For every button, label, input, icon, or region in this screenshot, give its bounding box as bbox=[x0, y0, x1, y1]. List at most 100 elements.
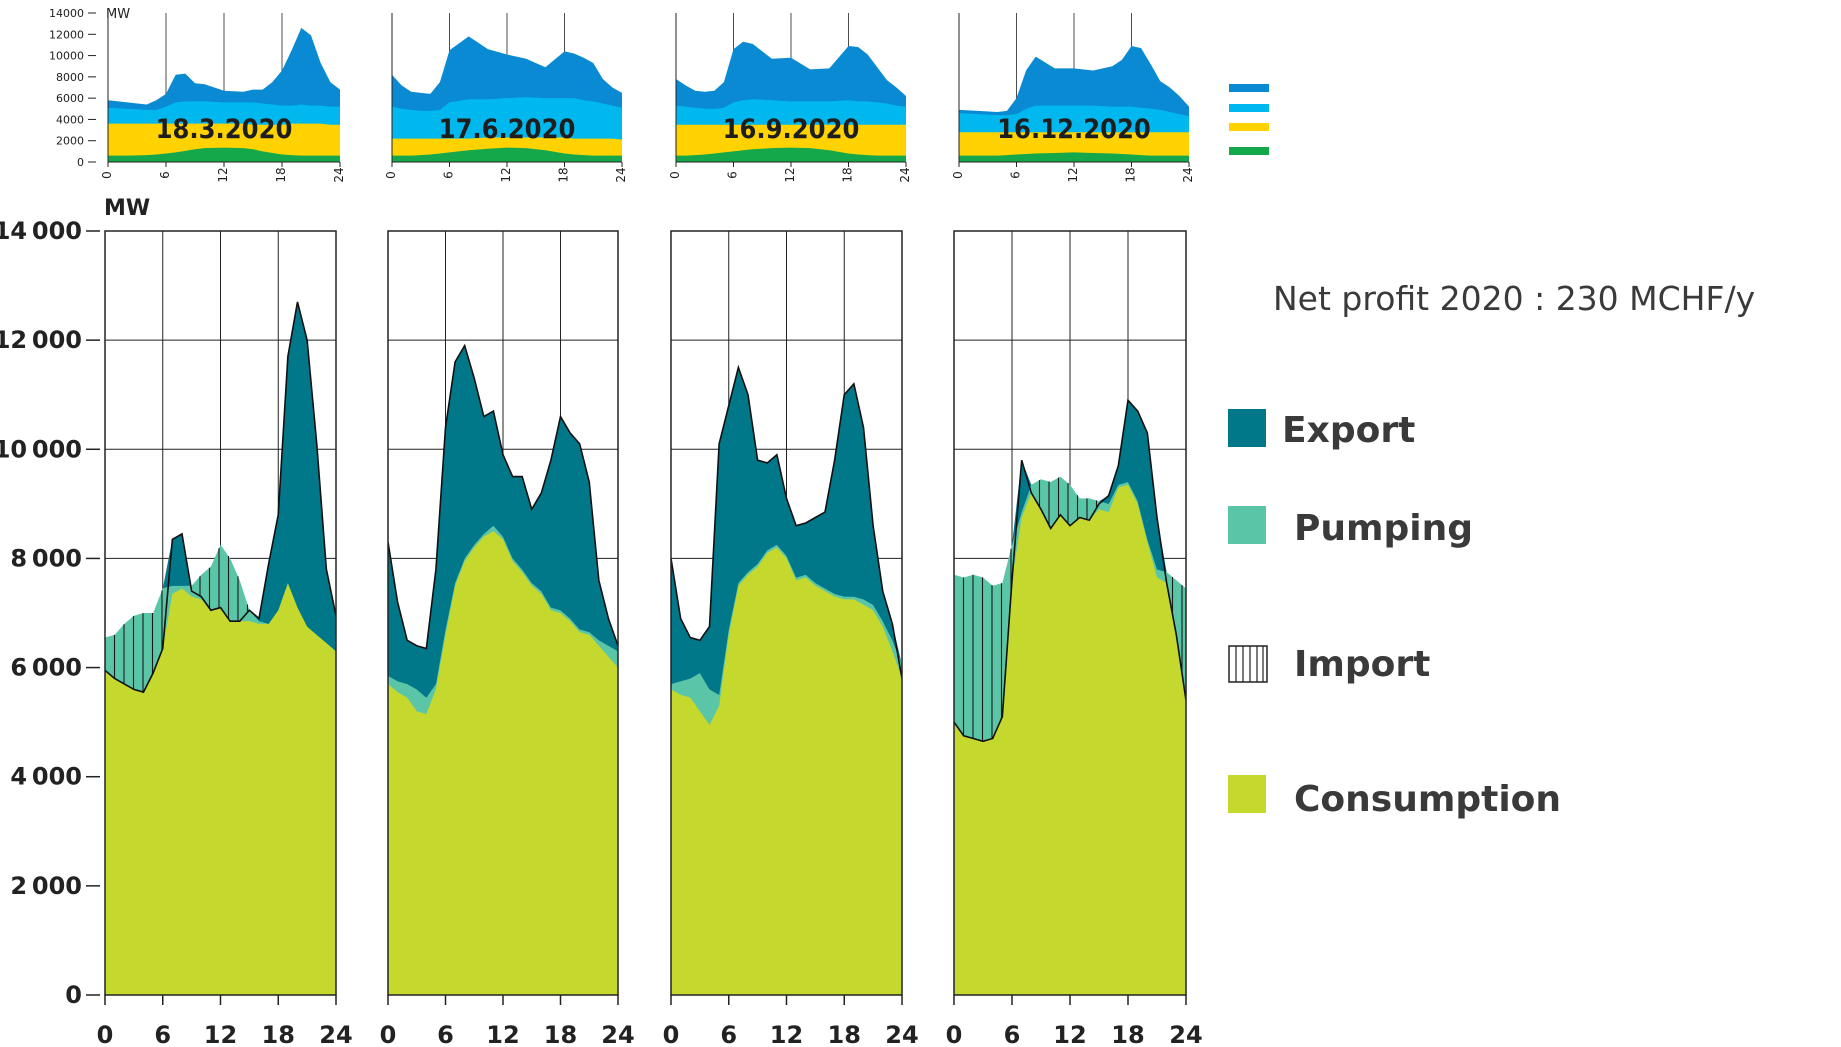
top-panels: MW 0 2000 4000 6 0 0 0 8000 10000 12000 14000 0 6 12 18… bbox=[49, 7, 1195, 183]
x-tick-label: 12 bbox=[486, 1021, 519, 1047]
legend-label-consumption: Consumption bbox=[1294, 779, 1561, 820]
top-y-tick-label: 8000 bbox=[56, 71, 84, 84]
x-tick-label: 0 bbox=[946, 1021, 963, 1047]
panel-plot-area bbox=[388, 343, 618, 995]
top-panel-3: 0 6 12 18 24 16.9.2020 bbox=[668, 13, 912, 183]
top-x-tick-label: 6 bbox=[158, 171, 172, 179]
top-panel-2: 0 6 12 18 24 17.6.2020 bbox=[384, 13, 628, 183]
panel-plot-area bbox=[105, 301, 336, 995]
top-x-tick-label: 6 bbox=[1009, 171, 1023, 179]
top-x-tick-label: 24 bbox=[614, 167, 628, 182]
y-tick-label: 4 000 bbox=[10, 763, 82, 791]
top-y-axis-unit: MW bbox=[106, 7, 130, 22]
x-tick-label: 18 bbox=[1111, 1021, 1144, 1047]
x-tick-label: 6 bbox=[1004, 1021, 1021, 1047]
top-panel-1: 0 6 12 18 24 18.3.2020 bbox=[100, 13, 346, 183]
top-x-tick-label: 6 bbox=[726, 171, 740, 179]
export-area-upper bbox=[671, 367, 902, 695]
top-y-tick-label: 0 bbox=[77, 156, 84, 169]
top-legend bbox=[1229, 84, 1269, 155]
y-tick-label: 6 000 bbox=[10, 654, 82, 682]
top-y-tick-label: 14000 bbox=[49, 7, 84, 20]
export-area-upper bbox=[954, 400, 1186, 589]
legend-label-import: Import bbox=[1294, 644, 1430, 685]
main-y-axis: MW 0 2 000 4 000 6 000 8 000 10 000 12 000 14 00… bbox=[0, 196, 150, 1009]
legend-label-export: Export bbox=[1282, 410, 1415, 451]
net-profit-label: Net profit 2020 : 230 MCHF/y bbox=[1273, 279, 1755, 318]
top-x-tick-label: 24 bbox=[1181, 167, 1195, 182]
top-x-tick-label: 12 bbox=[783, 167, 797, 182]
top-area-green bbox=[959, 152, 1189, 162]
top-y-tick-label: 2000 bbox=[56, 135, 84, 148]
top-panel-4: 0 6 12 18 24 16.12.2020 bbox=[951, 13, 1195, 183]
top-x-tick-label: 12 bbox=[216, 167, 230, 182]
x-tick-label: 0 bbox=[663, 1021, 680, 1047]
consumption-area bbox=[105, 582, 336, 995]
y-tick-label: 2 000 bbox=[10, 872, 82, 900]
production-line bbox=[388, 343, 618, 650]
x-tick-label: 6 bbox=[720, 1021, 737, 1047]
panel-plot-area bbox=[671, 364, 902, 995]
top-x-tick-label: 0 bbox=[384, 171, 398, 179]
top-y-tick-label: 4000 bbox=[56, 113, 84, 126]
y-tick-label: 10 000 bbox=[0, 435, 82, 463]
y-axis-unit: MW bbox=[104, 196, 150, 221]
legend-swatch-import bbox=[1228, 645, 1268, 683]
top-x-tick-label: 18 bbox=[1124, 167, 1138, 182]
x-tick-label: 12 bbox=[1053, 1021, 1086, 1047]
x-tick-label: 12 bbox=[204, 1021, 237, 1047]
consumption-area bbox=[671, 547, 902, 995]
top-x-tick-label: 6 bbox=[442, 171, 456, 179]
top-legend-swatch-dark-blue bbox=[1229, 84, 1269, 92]
top-panel-date-label: 16.12.2020 bbox=[997, 114, 1151, 145]
top-x-tick-label: 0 bbox=[100, 171, 114, 179]
x-tick-label: 12 bbox=[770, 1021, 803, 1047]
top-legend-swatch-green bbox=[1229, 147, 1269, 155]
production-line bbox=[105, 301, 336, 694]
x-tick-label: 24 bbox=[1169, 1021, 1202, 1047]
top-panel-date-label: 18.3.2020 bbox=[156, 114, 293, 145]
top-x-tick-label: 24 bbox=[332, 167, 346, 182]
top-area-yellow bbox=[108, 123, 340, 162]
x-tick-label: 24 bbox=[885, 1021, 918, 1047]
legend-swatch-export bbox=[1228, 409, 1266, 447]
x-tick-label: 24 bbox=[319, 1021, 352, 1047]
legend: Export Pumping Import Consumption bbox=[1228, 409, 1561, 820]
y-tick-label: 0 bbox=[65, 981, 82, 1009]
top-area-green bbox=[676, 147, 906, 162]
top-x-tick-label: 0 bbox=[668, 171, 682, 179]
main-panel-2: 0 6 12 18 24 bbox=[380, 230, 635, 1047]
top-x-tick-label: 12 bbox=[499, 167, 513, 182]
export-area-upper bbox=[105, 301, 336, 652]
top-y-tick-label: 10000 bbox=[49, 50, 84, 63]
legend-swatch-consumption bbox=[1228, 775, 1266, 813]
top-panel-date-label: 17.6.2020 bbox=[439, 114, 576, 145]
top-x-tick-label: 18 bbox=[557, 167, 571, 182]
top-x-tick-label: 18 bbox=[274, 167, 288, 182]
x-tick-label: 6 bbox=[154, 1021, 171, 1047]
y-tick-label: 14 000 bbox=[0, 217, 82, 245]
x-tick-label: 18 bbox=[828, 1021, 861, 1047]
top-y-tick-label: 12000 bbox=[49, 28, 84, 41]
top-x-tick-label: 0 bbox=[951, 171, 965, 179]
x-tick-label: 18 bbox=[262, 1021, 295, 1047]
top-x-tick-label: 24 bbox=[898, 167, 912, 182]
top-x-tick-label: 18 bbox=[841, 167, 855, 182]
legend-label-pumping: Pumping bbox=[1294, 508, 1473, 549]
consumption-area bbox=[954, 484, 1186, 995]
top-panel-date-label: 16.9.2020 bbox=[723, 114, 860, 145]
main-panel-3: 0 6 12 18 24 bbox=[663, 230, 919, 1047]
legend-swatch-pumping bbox=[1228, 506, 1266, 544]
main-panels: 0 6 12 18 24 0 6 12 18 24 0 6 12 18 24 0 6 12 18 24 bbox=[97, 230, 1203, 1047]
main-panel-1: 0 6 12 18 24 bbox=[97, 230, 353, 1047]
top-legend-swatch-light-blue bbox=[1229, 104, 1269, 112]
top-area-green bbox=[108, 147, 340, 162]
x-tick-label: 6 bbox=[437, 1021, 454, 1047]
y-tick-label: 8 000 bbox=[10, 544, 82, 572]
production-line bbox=[671, 364, 902, 679]
consumption-area bbox=[388, 531, 618, 995]
y-tick-label: 12 000 bbox=[0, 326, 82, 354]
main-panel-4: 0 6 12 18 24 bbox=[946, 230, 1203, 1047]
top-x-tick-label: 12 bbox=[1066, 167, 1080, 182]
